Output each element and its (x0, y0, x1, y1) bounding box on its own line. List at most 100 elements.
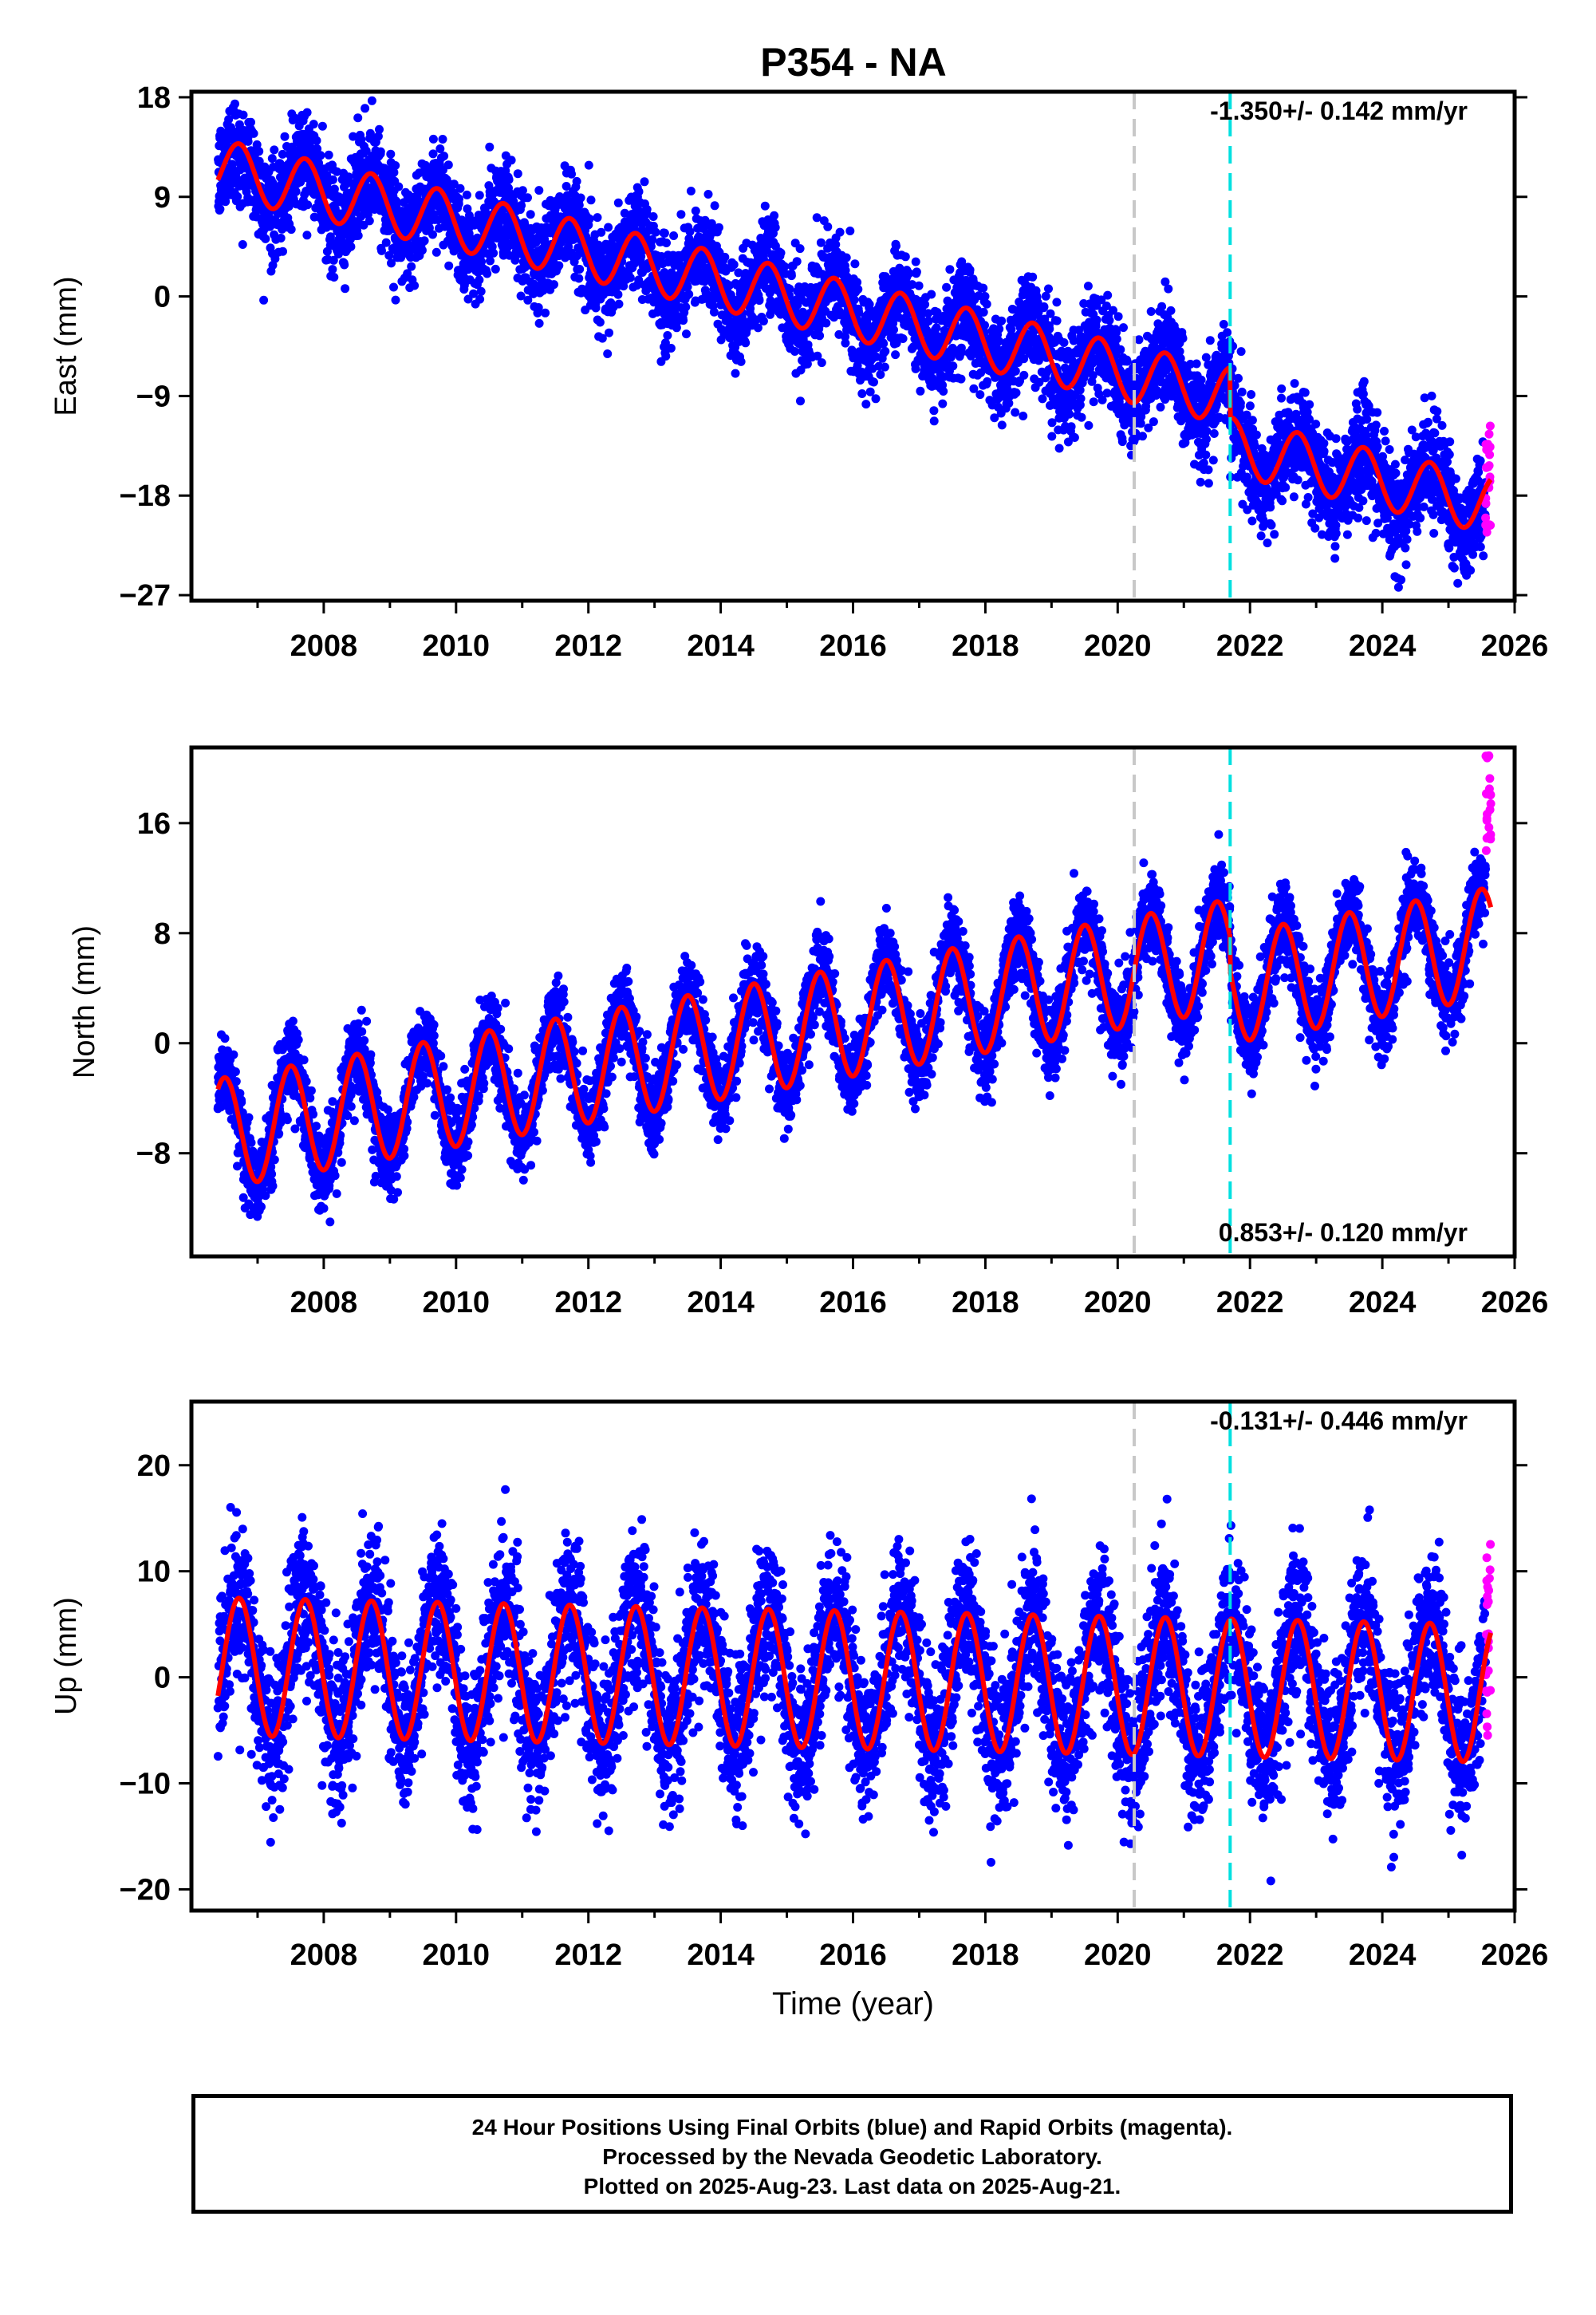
data-point (340, 260, 349, 270)
data-point (929, 406, 939, 416)
data-point (313, 144, 322, 153)
data-point (523, 295, 533, 305)
data-point (1076, 394, 1086, 404)
data-point (1192, 359, 1201, 369)
data-point (1077, 412, 1086, 422)
data-point (889, 325, 898, 334)
data-point (259, 295, 269, 305)
data-point (640, 177, 649, 187)
data-point (475, 191, 484, 200)
data-point (980, 292, 990, 301)
data-point (880, 362, 889, 372)
data-point (469, 289, 479, 298)
data-point (477, 257, 487, 266)
data-point (770, 223, 780, 232)
data-point (815, 331, 825, 341)
data-point (634, 187, 644, 196)
data-point (567, 169, 576, 179)
data-point (663, 331, 672, 340)
data-point (1149, 417, 1158, 427)
data-point (267, 154, 277, 164)
data-point (679, 316, 688, 325)
data-point (231, 99, 239, 108)
data-point (1178, 333, 1188, 343)
data-point (585, 214, 594, 223)
data-point (1011, 366, 1020, 376)
data-point (384, 250, 394, 260)
data-point (403, 269, 412, 278)
data-point (1113, 312, 1123, 321)
data-point (270, 145, 279, 155)
data-point (746, 304, 755, 314)
data-point (389, 168, 399, 177)
data-point (604, 223, 613, 232)
data-point (891, 350, 900, 360)
data-point (328, 265, 337, 274)
data-point (316, 151, 325, 160)
data-point (353, 231, 363, 240)
data-point (731, 369, 740, 378)
data-point (861, 400, 871, 409)
data-point (614, 299, 624, 309)
data-point (841, 338, 850, 348)
data-point (376, 147, 385, 156)
data-point (634, 275, 644, 285)
data-point (741, 338, 751, 348)
data-point (1219, 320, 1228, 329)
data-point (729, 260, 739, 270)
data-point (929, 416, 939, 426)
panel-east: 2008 2010 2012 2014 2016 2018 2020 2022 2024 2026… (49, 81, 1548, 663)
data-point (246, 117, 255, 127)
data-point (710, 201, 719, 211)
data-point (939, 387, 948, 396)
data-point (562, 182, 571, 191)
data-point (506, 156, 516, 165)
data-point (410, 281, 420, 290)
data-point (483, 269, 492, 278)
chart-title: P354 - NA (760, 40, 946, 85)
data-point (605, 328, 613, 337)
data-point (857, 389, 867, 398)
data-point (432, 247, 441, 257)
data-point (243, 136, 253, 146)
data-point (518, 186, 527, 195)
data-point (927, 290, 936, 299)
data-point (417, 246, 427, 255)
data-point (1038, 394, 1047, 404)
data-point (1119, 323, 1128, 333)
data-point (1047, 432, 1057, 441)
data-point (574, 274, 584, 283)
data-point (737, 313, 747, 322)
data-point (517, 201, 526, 210)
data-point (487, 242, 497, 251)
data-point (662, 239, 671, 247)
data-point (869, 377, 878, 387)
data-point (435, 144, 445, 153)
data-point (286, 225, 296, 235)
data-point (1134, 335, 1144, 345)
data-point (1065, 409, 1074, 419)
data-point (375, 124, 384, 134)
data-point (573, 251, 581, 261)
data-point (661, 352, 671, 361)
data-point (613, 198, 623, 207)
data-point (792, 257, 802, 266)
data-point (603, 349, 613, 358)
data-point (879, 339, 889, 349)
data-point (344, 172, 353, 182)
data-point (463, 204, 472, 214)
data-point (1028, 272, 1038, 282)
data-point (534, 303, 543, 312)
data-point (407, 262, 416, 271)
data-point (912, 267, 921, 277)
data-point (942, 282, 952, 292)
data-point (1045, 324, 1054, 333)
data-point (682, 329, 691, 339)
data-point (755, 296, 764, 306)
data-point (268, 261, 278, 270)
data-point (853, 285, 863, 294)
data-point (685, 227, 695, 236)
data-point (428, 149, 438, 159)
data-point (669, 231, 679, 240)
data-point (786, 271, 796, 281)
